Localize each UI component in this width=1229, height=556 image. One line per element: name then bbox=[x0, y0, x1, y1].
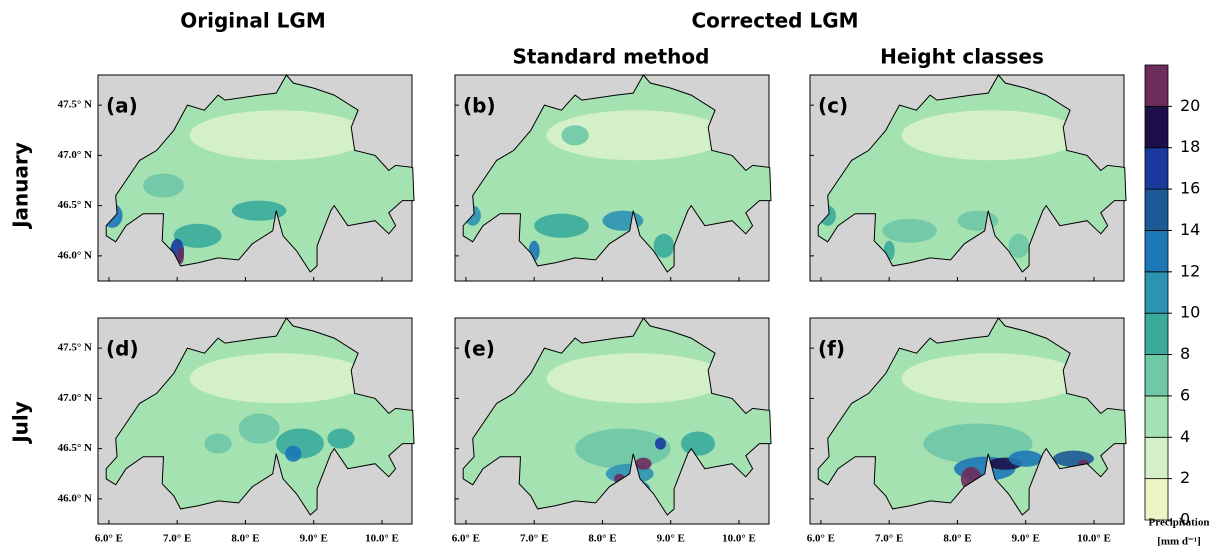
lon-label: 8.0° E bbox=[588, 533, 616, 545]
lon-label: 7.0° E bbox=[520, 533, 548, 545]
border bbox=[462, 317, 772, 516]
field-patch bbox=[204, 433, 232, 454]
panel-label: (a) bbox=[106, 94, 138, 118]
colorbar-bin bbox=[1144, 105, 1169, 149]
field-patch bbox=[546, 353, 727, 404]
lat-label: 46.0° N bbox=[58, 249, 92, 261]
panel-label: (e) bbox=[463, 337, 495, 361]
field-patch bbox=[285, 445, 302, 462]
lat-label: 47.5° N bbox=[58, 99, 92, 111]
lon-label: 10.0° E bbox=[365, 533, 399, 545]
field-patch bbox=[901, 110, 1082, 161]
colorbar-title: Precipitation bbox=[1149, 517, 1210, 529]
lat-label: 47.0° N bbox=[58, 149, 92, 161]
colorbar-bin bbox=[1144, 312, 1169, 355]
colorbar-bin bbox=[1144, 188, 1169, 231]
colorbar-label: 18 bbox=[1180, 137, 1200, 156]
lon-label: 9.0° E bbox=[1012, 533, 1040, 545]
field-patch bbox=[655, 437, 666, 450]
colorbar-bin bbox=[1144, 395, 1169, 438]
lon-label: 10.0° E bbox=[722, 533, 756, 545]
colorbar-bin bbox=[1144, 64, 1169, 107]
colorbar-label: 6 bbox=[1180, 385, 1190, 404]
colorbar-label: 4 bbox=[1180, 427, 1190, 446]
colorbar-label: 8 bbox=[1180, 344, 1190, 363]
colorbar-label: 12 bbox=[1180, 261, 1200, 280]
panel-label: (f) bbox=[818, 337, 845, 361]
colorbar-label: 2 bbox=[1180, 468, 1190, 487]
lon-label: 10.0° E bbox=[1077, 533, 1111, 545]
lon-label: 9.0° E bbox=[300, 533, 328, 545]
field-patch bbox=[1008, 233, 1030, 258]
field-patch bbox=[177, 247, 185, 264]
field-patch bbox=[534, 213, 589, 238]
border bbox=[817, 74, 1127, 273]
colorbar-bin bbox=[1144, 271, 1169, 314]
lon-label: 8.0° E bbox=[231, 533, 259, 545]
field-patch bbox=[173, 223, 222, 248]
field-patch bbox=[327, 428, 355, 449]
field-patch bbox=[575, 428, 671, 469]
row-label: January bbox=[9, 142, 33, 230]
column-header: Original LGM bbox=[180, 9, 326, 33]
field-patch bbox=[238, 413, 280, 444]
precipitation-field bbox=[106, 318, 414, 515]
lon-label: 6.0° E bbox=[452, 533, 480, 545]
precipitation-field bbox=[463, 318, 771, 515]
colorbar-label: 14 bbox=[1180, 220, 1200, 239]
colorbar-label: 16 bbox=[1180, 179, 1200, 198]
field-patch bbox=[546, 110, 727, 161]
border bbox=[817, 317, 1127, 516]
precipitation-field bbox=[818, 318, 1126, 515]
colorbar-bin bbox=[1144, 230, 1169, 273]
colorbar-label: 0 bbox=[1180, 510, 1190, 529]
field-patch bbox=[143, 173, 185, 198]
panel-label: (c) bbox=[818, 94, 848, 118]
field-patch bbox=[923, 423, 1033, 464]
lat-label: 46.5° N bbox=[58, 442, 92, 454]
border bbox=[462, 74, 772, 273]
lon-label: 9.0° E bbox=[657, 533, 685, 545]
panel-label: (b) bbox=[463, 94, 496, 118]
lon-label: 8.0° E bbox=[943, 533, 971, 545]
field-patch bbox=[653, 233, 675, 258]
lat-label: 46.5° N bbox=[58, 199, 92, 211]
column-header: Standard method bbox=[513, 45, 710, 69]
precipitation-field bbox=[106, 75, 414, 272]
lon-label: 6.0° E bbox=[807, 533, 835, 545]
colorbar-label: 10 bbox=[1180, 303, 1200, 322]
colorbar-bin bbox=[1144, 147, 1169, 190]
border bbox=[105, 317, 415, 516]
colorbar-unit: [mm d⁻¹] bbox=[1157, 536, 1201, 548]
row-label: July bbox=[9, 401, 33, 445]
panel-label: (d) bbox=[106, 337, 139, 361]
field-patch bbox=[882, 218, 937, 243]
lat-label: 47.0° N bbox=[58, 392, 92, 404]
column-header: Height classes bbox=[880, 45, 1044, 69]
lon-label: 7.0° E bbox=[875, 533, 903, 545]
field-patch bbox=[561, 125, 589, 146]
field-patch bbox=[1008, 450, 1043, 467]
lon-label: 7.0° E bbox=[163, 533, 191, 545]
colorbar-bin bbox=[1144, 354, 1169, 397]
border bbox=[105, 74, 415, 273]
colorbar-bin bbox=[1144, 436, 1169, 480]
field-patch bbox=[901, 353, 1082, 404]
lat-label: 47.5° N bbox=[58, 342, 92, 354]
precipitation-field bbox=[463, 75, 771, 272]
colorbar-bin bbox=[1144, 478, 1169, 521]
field-patch bbox=[189, 353, 370, 404]
field-patch bbox=[189, 110, 370, 161]
colorbar-label: 20 bbox=[1180, 96, 1200, 115]
column-header: Corrected LGM bbox=[691, 9, 858, 33]
field-patch bbox=[231, 200, 287, 221]
lon-label: 6.0° E bbox=[95, 533, 123, 545]
lat-label: 46.0° N bbox=[58, 492, 92, 504]
field-patch bbox=[635, 457, 652, 470]
field-patch bbox=[680, 431, 716, 456]
